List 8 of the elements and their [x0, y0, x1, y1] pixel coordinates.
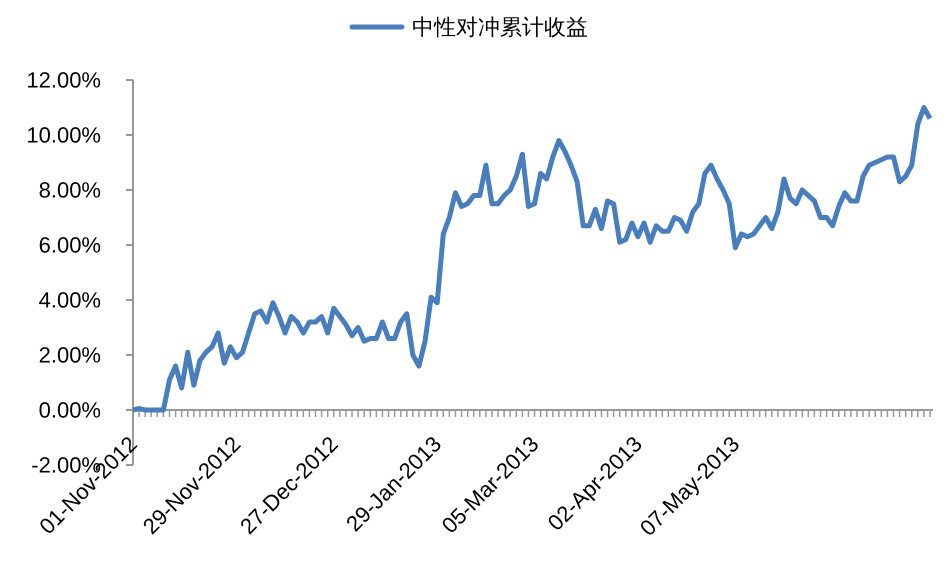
y-tick-label: 0.00% — [38, 398, 101, 423]
legend-label: 中性对冲累计收益 — [412, 16, 588, 41]
y-tick-label: 2.00% — [38, 342, 101, 368]
y-tick-label: 8.00% — [38, 178, 101, 203]
y-tick-label: 10.00% — [26, 122, 101, 148]
y-tick-label: 6.00% — [38, 232, 101, 258]
y-tick-label: 12.00% — [26, 68, 101, 93]
y-tick-label: 4.00% — [38, 288, 101, 313]
